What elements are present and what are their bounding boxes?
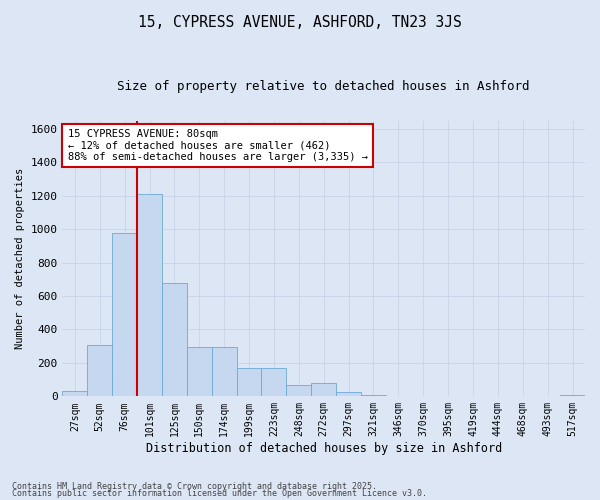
Bar (262, 368, 286, 396)
Title: Size of property relative to detached houses in Ashford: Size of property relative to detached ho… (118, 80, 530, 93)
Y-axis label: Number of detached properties: Number of detached properties (15, 168, 25, 349)
Bar (162, 282, 187, 397)
Text: 15 CYPRESS AVENUE: 80sqm
← 12% of detached houses are smaller (462)
88% of semi-: 15 CYPRESS AVENUE: 80sqm ← 12% of detach… (68, 129, 368, 162)
Bar (88, 344, 112, 397)
Text: Contains HM Land Registry data © Crown copyright and database right 2025.: Contains HM Land Registry data © Crown c… (12, 482, 377, 491)
Bar (286, 384, 311, 396)
Bar (112, 232, 137, 396)
Bar (137, 194, 162, 396)
Text: 15, CYPRESS AVENUE, ASHFORD, TN23 3JS: 15, CYPRESS AVENUE, ASHFORD, TN23 3JS (138, 15, 462, 30)
Bar (62, 392, 88, 396)
Bar (187, 347, 212, 397)
Bar (311, 383, 336, 396)
Bar (361, 395, 386, 396)
Bar (236, 368, 262, 396)
Bar (336, 392, 361, 396)
Text: Contains public sector information licensed under the Open Government Licence v3: Contains public sector information licen… (12, 489, 427, 498)
X-axis label: Distribution of detached houses by size in Ashford: Distribution of detached houses by size … (146, 442, 502, 455)
Bar (212, 347, 236, 397)
